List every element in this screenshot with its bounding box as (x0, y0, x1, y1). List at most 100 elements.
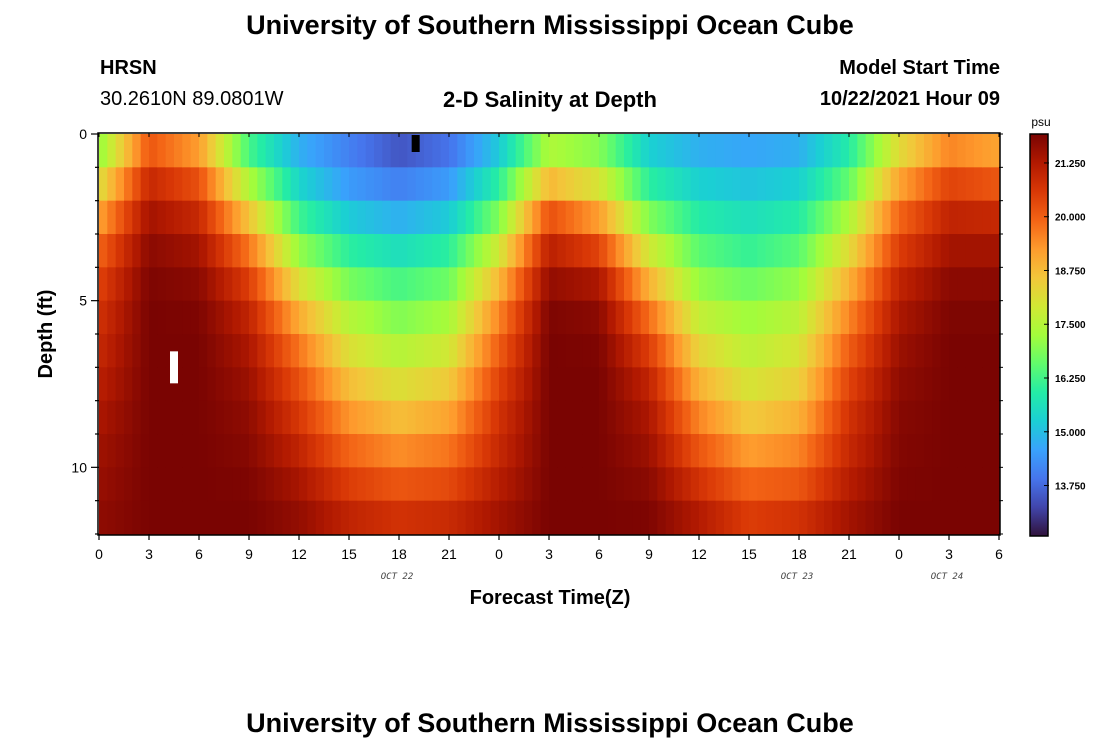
heatmap-cell (124, 267, 133, 302)
heatmap-cell (282, 434, 292, 468)
heatmap-cell (332, 500, 342, 535)
heatmap-cell (957, 434, 967, 468)
colorbar-gradient (1029, 133, 1049, 537)
heatmap-cell (307, 467, 317, 502)
heatmap-cell (140, 167, 150, 202)
heatmap-cell (465, 134, 475, 168)
heatmap-cell (707, 400, 717, 435)
heatmap-cell (915, 267, 925, 302)
heatmap-cell (815, 167, 825, 202)
heatmap-cell (465, 200, 475, 235)
heatmap-cell (640, 134, 650, 168)
heatmap-cell (657, 500, 667, 535)
heatmap-cell (649, 167, 658, 202)
heatmap-cell (140, 234, 150, 268)
heatmap-cell (682, 167, 692, 202)
current-time-marker (411, 135, 420, 152)
heatmap-cell (382, 167, 392, 202)
heatmap-cell (599, 334, 608, 368)
heatmap-cell (282, 334, 292, 368)
heatmap-cell (257, 400, 267, 435)
heatmap-cell (407, 500, 417, 535)
heatmap-cell (565, 134, 575, 168)
heatmap-cell (857, 434, 867, 468)
heatmap-cell (432, 434, 442, 468)
heatmap-cell (699, 200, 708, 235)
heatmap-cell (99, 334, 108, 368)
heatmap-cell (624, 200, 633, 235)
heatmap-cell (440, 334, 450, 368)
heatmap-cell (824, 367, 833, 402)
heatmap-cell (949, 334, 958, 368)
heatmap-cell (865, 367, 875, 402)
heatmap-cell (174, 267, 183, 302)
heatmap-cell (732, 234, 742, 268)
heatmap-cell (499, 434, 508, 468)
heatmap-cell (199, 467, 208, 502)
heatmap-cell (674, 167, 683, 202)
heatmap-cell (932, 134, 942, 168)
heatmap-cell (165, 500, 175, 535)
heatmap-cell (924, 167, 933, 202)
heatmap-cell (582, 234, 592, 268)
heatmap-cell (207, 367, 217, 402)
heatmap-cell (915, 400, 925, 435)
heatmap-cell (649, 434, 658, 468)
heatmap-cell (874, 200, 883, 235)
heatmap-cell (657, 367, 667, 402)
heatmap-cell (932, 400, 942, 435)
heatmap-cell (532, 434, 542, 468)
heatmap-cell (507, 300, 517, 335)
heatmap-cell (682, 200, 692, 235)
heatmap-cell (265, 300, 275, 335)
heatmap-cell (890, 434, 900, 468)
heatmap-cell (582, 167, 592, 202)
heatmap-cell (582, 267, 592, 302)
heatmap-cell (190, 467, 200, 502)
heatmap-cell (515, 334, 525, 368)
heatmap-cell (799, 434, 808, 468)
heatmap-cell (249, 500, 258, 535)
heatmap-cell (499, 200, 508, 235)
x-tick-label: 15 (741, 546, 757, 562)
heatmap-cell (382, 400, 392, 435)
heatmap-cell (374, 234, 383, 268)
colorbar: psu 21.250 20.000 18.750 17.500 16.250 15.000… (1029, 115, 1086, 537)
heatmap-cell (865, 334, 875, 368)
heatmap-cell (107, 467, 117, 502)
heatmap-cell (507, 167, 517, 202)
heatmap-cell (174, 200, 183, 235)
heatmap-cell (807, 200, 817, 235)
heatmap-cell (465, 300, 475, 335)
heatmap-cell (965, 400, 975, 435)
heatmap-cell (782, 134, 792, 168)
heatmap-cell (674, 134, 683, 168)
heatmap-cell (215, 200, 225, 235)
heatmap-cell (790, 234, 800, 268)
heatmap-cell (299, 200, 308, 235)
heatmap-cell (265, 367, 275, 402)
heatmap-cell (474, 500, 483, 535)
heatmap-cell (324, 434, 333, 468)
heatmap-cell (490, 500, 500, 535)
heatmap-cell (774, 234, 783, 268)
heatmap-cell (299, 334, 308, 368)
heatmap-cell (582, 400, 592, 435)
heatmap-cell (157, 300, 167, 335)
heatmap-cell (974, 167, 983, 202)
heatmap-cell (190, 334, 200, 368)
heatmap-cell (265, 434, 275, 468)
heatmap-cell (249, 200, 258, 235)
heatmap-cell (215, 400, 225, 435)
heatmap-cell (565, 200, 575, 235)
x-tick-label: 3 (145, 546, 153, 562)
heatmap-cell (674, 367, 683, 402)
heatmap-cell (874, 234, 883, 268)
heatmap-cell (199, 300, 208, 335)
heatmap-cell (699, 434, 708, 468)
heatmap-cell (707, 467, 717, 502)
heatmap-cell (649, 367, 658, 402)
heatmap-cell (799, 200, 808, 235)
heatmap-cell (815, 300, 825, 335)
heatmap-cell (940, 300, 950, 335)
